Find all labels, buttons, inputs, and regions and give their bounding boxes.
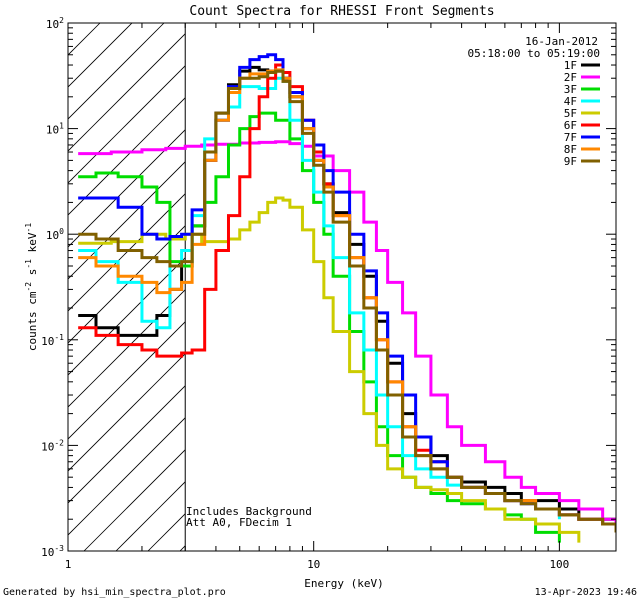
legend-label-2F: 2F (564, 71, 577, 84)
hatch-line (68, 193, 186, 312)
plot-frame (67, 22, 617, 552)
y-axis-label: counts cm-2 s-1 keV-1 (24, 223, 39, 351)
hatch-line (68, 65, 186, 184)
x-tick-label: 1 (65, 558, 72, 571)
hatch-line (68, 257, 186, 376)
axis-tick-labels: 1 10 100 10-3 10-2 10-1 100 101 102 (41, 16, 569, 571)
y-tick-label: 10-1 (41, 333, 64, 348)
legend-label-3F: 3F (564, 83, 577, 96)
y-label-exp-s: -1 (24, 259, 33, 269)
legend-label-5F: 5F (564, 107, 577, 120)
legend-label-7F: 7F (564, 131, 577, 144)
time-range-label: 05:18:00 to 05:19:00 (468, 47, 600, 60)
hatch-line (68, 353, 186, 472)
hatch-line (68, 23, 133, 88)
chart-title: Count Spectra for RHESSI Front Segments (189, 4, 494, 19)
annotation-attenuator: Att A0, FDecim 1 (186, 516, 292, 529)
axis-ticks (67, 22, 616, 552)
timestamp-footer: 13-Apr-2023 19:46 (534, 587, 637, 598)
series-line-9F (78, 69, 616, 533)
series-line-8F (78, 68, 616, 533)
y-label-exp-cm: -2 (24, 282, 33, 292)
y-tick-label: 102 (46, 16, 64, 31)
y-tick-label: 100 (46, 227, 64, 242)
x-tick-label: 100 (549, 558, 569, 571)
x-tick-label: 10 (307, 558, 320, 571)
hatch-line (68, 33, 186, 152)
hatch-line (68, 161, 186, 280)
y-label-s: s (26, 269, 39, 282)
legend-label-4F: 4F (564, 95, 577, 108)
hatch-line (68, 225, 186, 344)
y-label-exp-kev: -1 (24, 223, 33, 233)
generated-by-footer: Generated by hsi_min_spectra_plot.pro (3, 587, 226, 598)
hatch-line (68, 417, 186, 536)
hatch-line (68, 97, 186, 216)
series-line-5F (78, 196, 581, 543)
legend-label-6F: 6F (564, 119, 577, 132)
series-line-2F (78, 140, 616, 525)
y-label-kev: keV (26, 232, 39, 259)
series-layer (78, 53, 616, 543)
x-axis-label: Energy (keV) (304, 577, 383, 590)
date-label: 16-Jan-2012 (525, 35, 598, 48)
hatched-region (68, 23, 186, 551)
hatch-line (68, 23, 69, 24)
legend-label-8F: 8F (564, 143, 577, 156)
legend-label-1F: 1F (564, 59, 577, 72)
hatch-line (68, 23, 165, 120)
hatch-line (68, 321, 186, 440)
hatch-line (68, 129, 186, 248)
hatch-line (115, 481, 186, 551)
hatch-line (68, 385, 186, 504)
series-line-6F (78, 63, 616, 533)
y-label-base: counts cm (26, 291, 39, 351)
y-tick-label: 10-3 (41, 544, 64, 559)
series-line-3F (78, 111, 561, 543)
y-tick-label: 10-2 (41, 438, 64, 453)
legend-label-9F: 9F (564, 155, 577, 168)
y-tick-label: 101 (46, 122, 64, 137)
hatch-line (83, 449, 186, 551)
series-line-1F (78, 65, 616, 533)
annotation-background: Includes Background (186, 505, 312, 518)
